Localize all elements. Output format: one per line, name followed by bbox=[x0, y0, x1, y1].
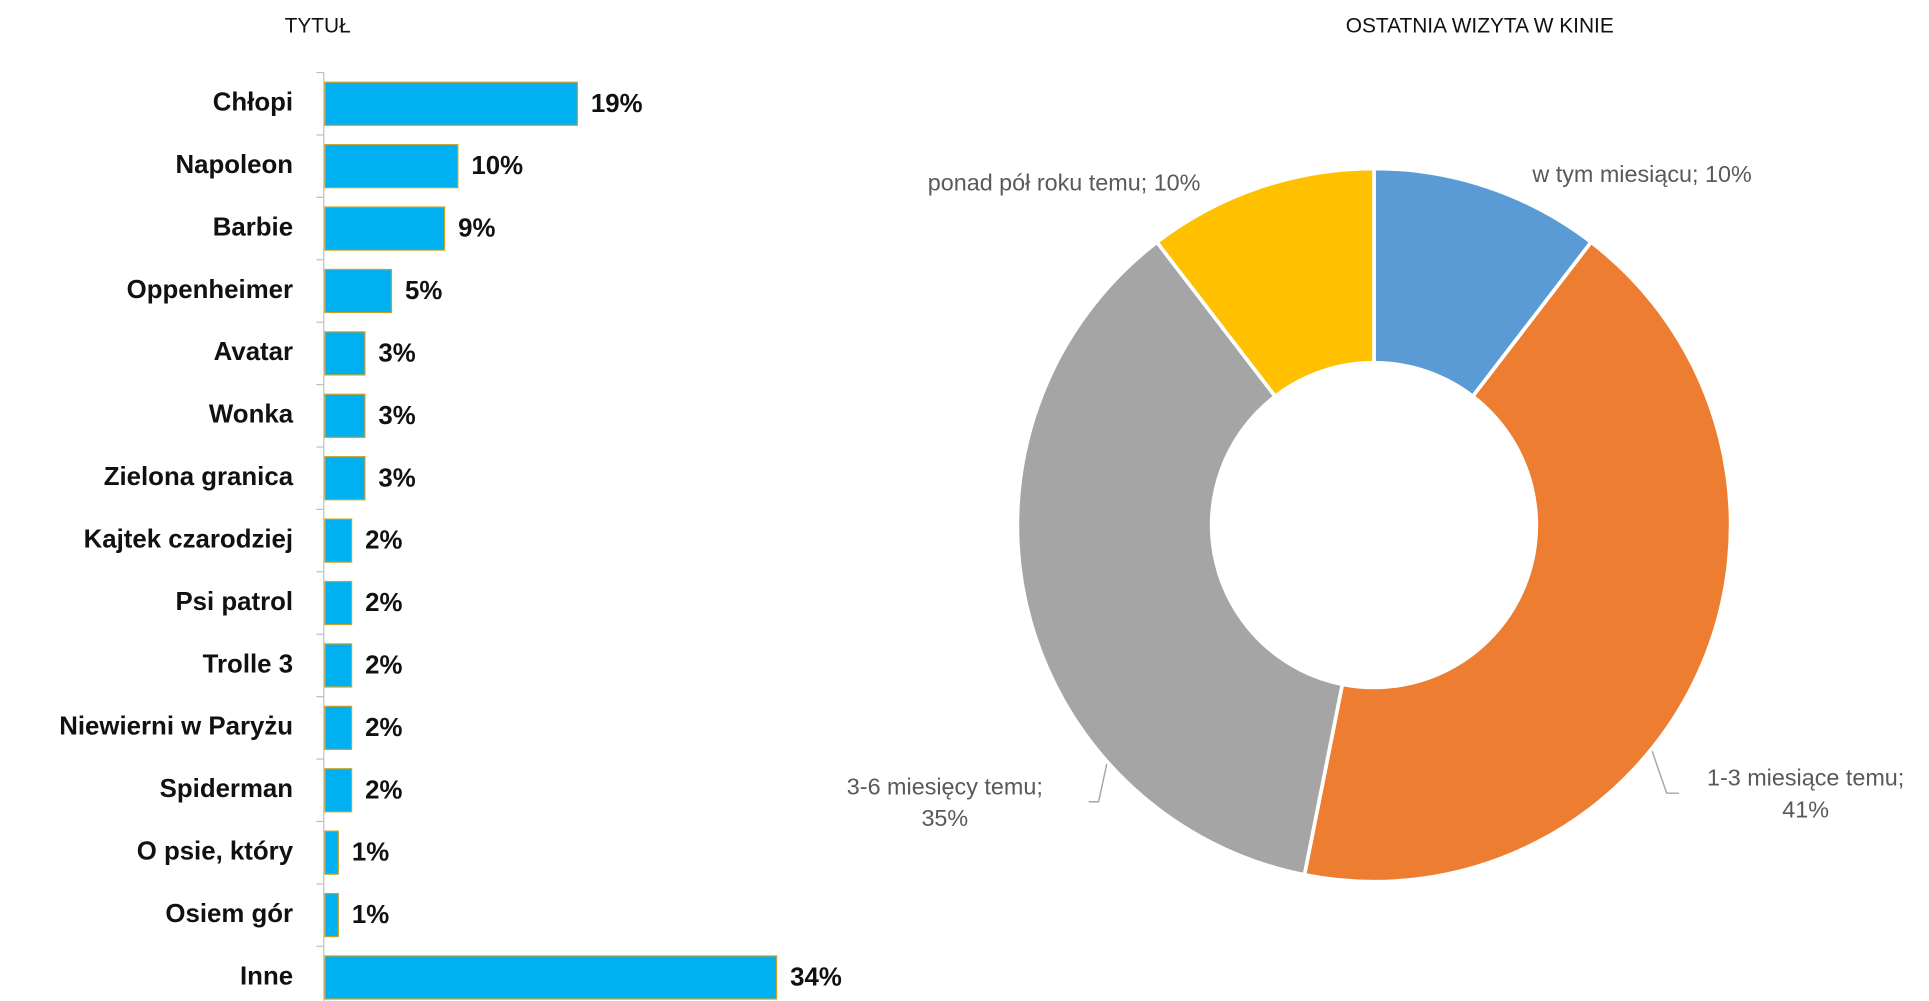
value-label: 5% bbox=[405, 277, 442, 305]
category-label: Trolle 3 bbox=[203, 650, 293, 678]
slice-label-line: 35% bbox=[921, 805, 968, 831]
value-label: 34% bbox=[790, 964, 842, 992]
bar bbox=[324, 206, 446, 251]
bar bbox=[324, 518, 353, 563]
bar bbox=[324, 144, 459, 189]
bar bbox=[324, 643, 353, 688]
slice-label: w tym miesiącu; 10% bbox=[1531, 161, 1751, 187]
value-label: 19% bbox=[591, 90, 643, 118]
value-label: 1% bbox=[352, 901, 389, 929]
value-label: 10% bbox=[471, 152, 523, 180]
bar bbox=[324, 81, 578, 126]
value-label: 9% bbox=[458, 215, 495, 243]
value-label: 2% bbox=[365, 714, 402, 742]
value-label: 2% bbox=[365, 527, 402, 555]
slice-label-line: 41% bbox=[1782, 797, 1829, 823]
value-label: 2% bbox=[365, 589, 402, 617]
value-label: 2% bbox=[365, 776, 402, 804]
bar bbox=[324, 393, 366, 438]
value-label: 1% bbox=[352, 839, 389, 867]
category-label: Inne bbox=[240, 962, 293, 990]
category-label: Oppenheimer bbox=[127, 276, 293, 304]
category-label: Chłopi bbox=[213, 89, 293, 117]
slice-label-line: 1-3 miesiące temu; bbox=[1707, 765, 1904, 791]
bar bbox=[324, 331, 366, 376]
value-label: 2% bbox=[365, 651, 402, 679]
bar bbox=[324, 768, 353, 813]
donut-title: OSTATNIA WIZYTA W KINIE bbox=[1346, 15, 1614, 38]
category-label: Wonka bbox=[209, 401, 294, 429]
bar bbox=[324, 580, 353, 626]
category-label: Zielona granica bbox=[104, 463, 294, 491]
slice-label: 3-6 miesięcy temu; 35% bbox=[847, 773, 1043, 831]
category-label: Barbie bbox=[213, 213, 293, 241]
category-label: O psie, który bbox=[137, 837, 294, 865]
bar bbox=[324, 830, 339, 875]
value-label: 3% bbox=[378, 464, 415, 492]
category-label: Kajtek czarodziej bbox=[84, 525, 293, 553]
category-label: Osiem gór bbox=[165, 900, 293, 928]
donut-slice bbox=[1154, 166, 1376, 399]
bar bbox=[324, 456, 366, 501]
value-label: 3% bbox=[378, 402, 415, 430]
category-label: Niewierni w Paryżu bbox=[59, 713, 293, 741]
donut-slice bbox=[1015, 239, 1345, 878]
slice-label-line: 3-6 miesięcy temu; bbox=[847, 773, 1043, 799]
category-label: Napoleon bbox=[175, 151, 293, 179]
value-label: 3% bbox=[378, 339, 415, 367]
slice-label: 1-3 miesiące temu; 41% bbox=[1707, 765, 1904, 823]
bar bbox=[324, 268, 393, 314]
bar bbox=[324, 955, 778, 1000]
category-label: Avatar bbox=[214, 338, 293, 366]
bar-title: TYTUŁ bbox=[285, 15, 351, 38]
bar bbox=[324, 892, 339, 938]
bar bbox=[324, 705, 353, 750]
category-label: Spiderman bbox=[160, 775, 293, 803]
donut-slice bbox=[1302, 239, 1733, 884]
slice-label: ponad pół roku temu; 10% bbox=[928, 170, 1201, 196]
category-label: Psi patrol bbox=[175, 588, 293, 616]
leader-line bbox=[1088, 762, 1108, 803]
